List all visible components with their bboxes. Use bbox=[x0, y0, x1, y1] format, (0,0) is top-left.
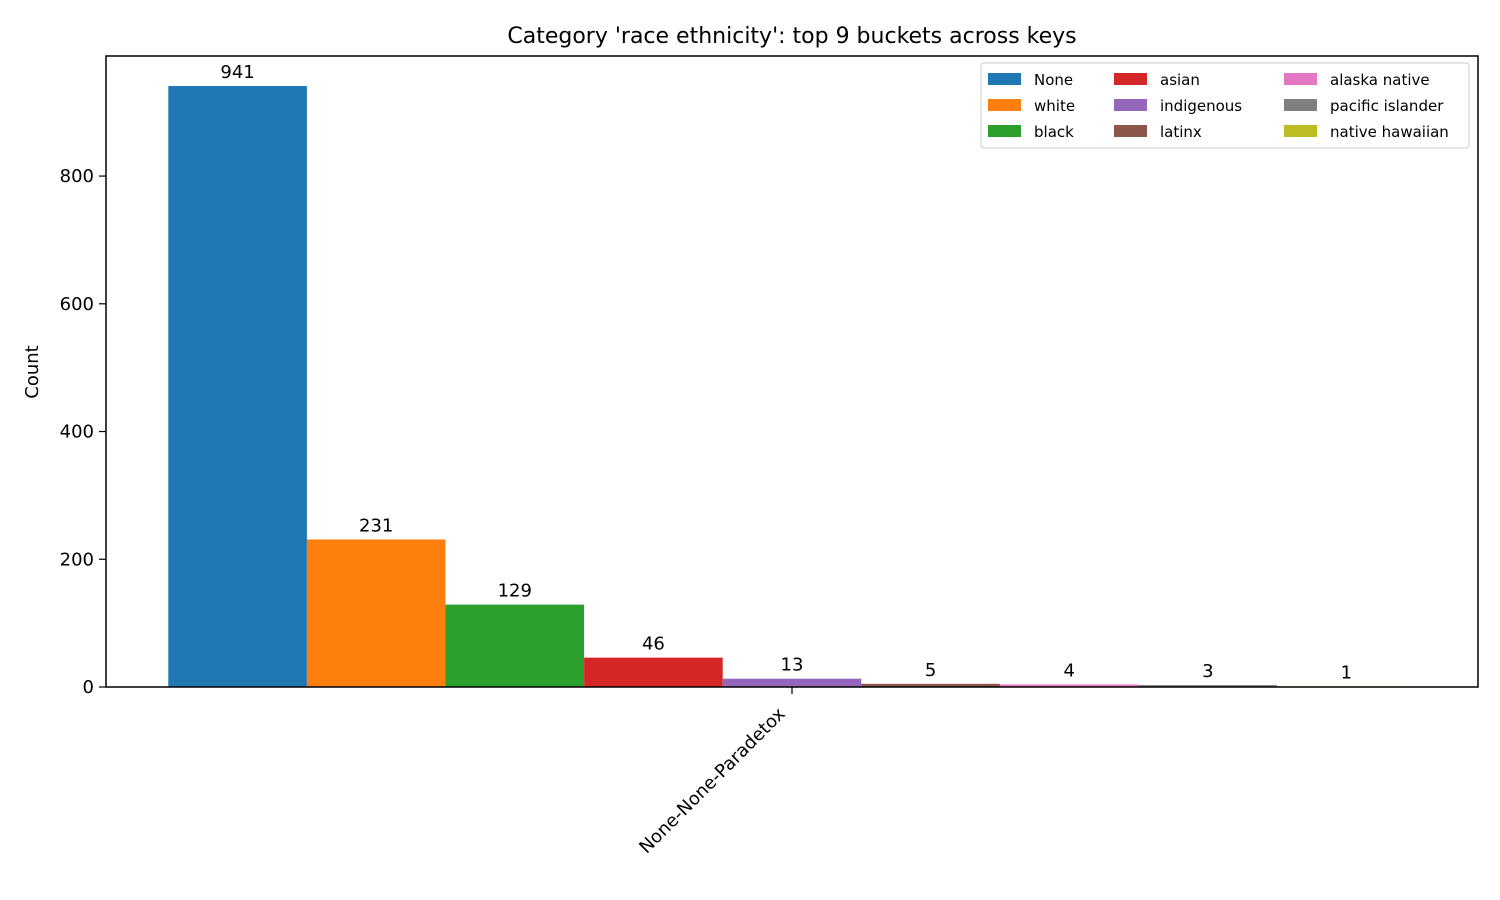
legend-item-label: white bbox=[1034, 97, 1075, 115]
bar-black bbox=[445, 604, 585, 687]
legend-swatch bbox=[988, 99, 1021, 111]
y-tick-label: 400 bbox=[60, 422, 94, 443]
bar-white bbox=[306, 539, 446, 687]
legend-item-label: None bbox=[1034, 71, 1073, 89]
bar-asian bbox=[584, 657, 723, 687]
bar-alaska-native bbox=[999, 684, 1139, 687]
bar-latinx bbox=[861, 683, 1000, 687]
legend-swatch bbox=[1114, 125, 1147, 137]
y-tick-label: 200 bbox=[60, 549, 94, 570]
legend-swatch bbox=[1284, 99, 1317, 111]
bar-labels-layer: 941 231 129 46 13 5 4 3 1 bbox=[220, 62, 1352, 683]
legend-swatch bbox=[988, 73, 1021, 85]
legend-swatch bbox=[1114, 99, 1147, 111]
y-tick-label: 800 bbox=[60, 166, 94, 187]
bar-value-label: 231 bbox=[359, 515, 393, 536]
x-tick-label: None-None-Paradetox bbox=[635, 703, 789, 857]
legend-box bbox=[980, 62, 1470, 149]
y-axis-label: Count bbox=[22, 345, 43, 398]
bar-value-label: 46 bbox=[642, 634, 665, 655]
legend-item-label: latinx bbox=[1160, 123, 1202, 141]
bar-indigenous bbox=[722, 678, 862, 687]
y-tick-label: 600 bbox=[60, 294, 94, 315]
bar-value-label: 4 bbox=[1063, 660, 1074, 681]
bar-value-label: 3 bbox=[1202, 661, 1213, 682]
bar-none bbox=[168, 86, 307, 687]
legend-item-label: black bbox=[1034, 123, 1074, 141]
legend-swatch bbox=[1284, 73, 1317, 85]
bars-layer bbox=[168, 86, 1416, 687]
legend-swatch bbox=[1284, 125, 1317, 137]
bar-pacific-islander bbox=[1138, 685, 1278, 687]
legend-swatch bbox=[988, 125, 1021, 137]
bar-value-label: 1 bbox=[1341, 662, 1352, 683]
legend-item-label: asian bbox=[1160, 71, 1200, 89]
y-tick-label: 0 bbox=[83, 677, 94, 698]
legend-item-label: pacific islander bbox=[1330, 97, 1444, 115]
bar-value-label: 5 bbox=[925, 660, 936, 681]
bar-value-label: 13 bbox=[781, 655, 804, 676]
legend: None white black asian indigenous latinx alask… bbox=[980, 62, 1470, 149]
legend-item-label: native hawaiian bbox=[1330, 123, 1449, 141]
legend-swatch bbox=[1114, 73, 1147, 85]
legend-item-label: indigenous bbox=[1160, 97, 1242, 115]
legend-item-label: alaska native bbox=[1330, 71, 1430, 89]
chart-title: Category 'race ethnicity': top 9 buckets… bbox=[507, 24, 1076, 49]
bar-value-label: 941 bbox=[220, 62, 254, 83]
bar-value-label: 129 bbox=[498, 581, 532, 602]
